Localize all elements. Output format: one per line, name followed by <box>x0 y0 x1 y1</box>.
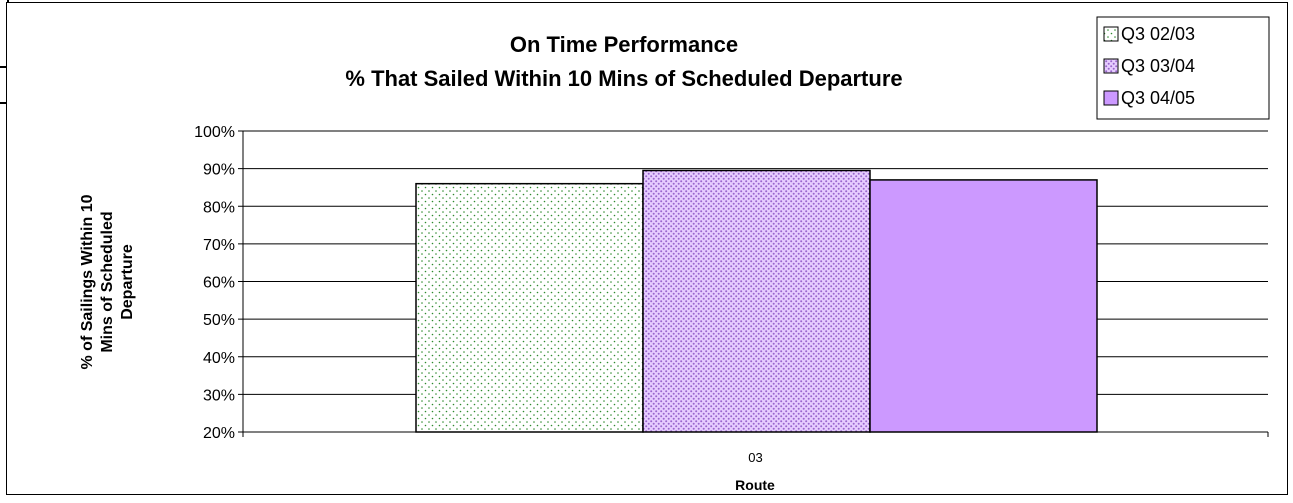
y-axis-title-line-2: Mins of Scheduled <box>99 211 116 352</box>
bars <box>415 169 1098 433</box>
y-tick-label: 60% <box>203 275 235 292</box>
y-tick-label: 90% <box>203 162 235 179</box>
y-tick-label: 80% <box>203 199 235 216</box>
x-axis-title: Route <box>735 477 775 493</box>
y-tick-label: 20% <box>203 425 235 442</box>
y-axis-title-line-3: Departure <box>119 244 136 320</box>
legend-label: Q3 02/03 <box>1121 24 1195 44</box>
y-axis-title-line-1: % of Sailings Within 10 <box>79 194 96 369</box>
chart-title-line-2: % That Sailed Within 10 Mins of Schedule… <box>345 66 902 91</box>
legend: Q3 02/03 Q3 03/04 Q3 04/05 <box>1096 16 1270 120</box>
bar-q3-04-05 <box>869 179 1098 433</box>
y-tick-label: 100% <box>194 124 235 141</box>
legend-swatch <box>1103 58 1119 74</box>
chart-title-line-1: On Time Performance <box>510 32 738 57</box>
bar-q3-03-04 <box>642 169 871 433</box>
y-axis-title: % of Sailings Within 10 Mins of Schedule… <box>79 194 136 369</box>
legend-label: Q3 04/05 <box>1121 88 1195 108</box>
axis-labels: 20% 30% 40% 50% 60% 70% 80% 90% 100% 03 <box>194 124 763 465</box>
legend-label: Q3 03/04 <box>1121 56 1195 76</box>
legend-swatch <box>1103 26 1119 42</box>
legend-swatch <box>1103 90 1119 106</box>
legend-box <box>1096 16 1270 120</box>
axes <box>238 130 1269 437</box>
y-tick-label: 40% <box>203 350 235 367</box>
bar-q3-02-03 <box>415 182 644 433</box>
y-tick-label: 50% <box>203 312 235 329</box>
x-tick-label: 03 <box>748 450 762 465</box>
y-tick-label: 30% <box>203 387 235 404</box>
y-tick-label: 70% <box>203 237 235 254</box>
